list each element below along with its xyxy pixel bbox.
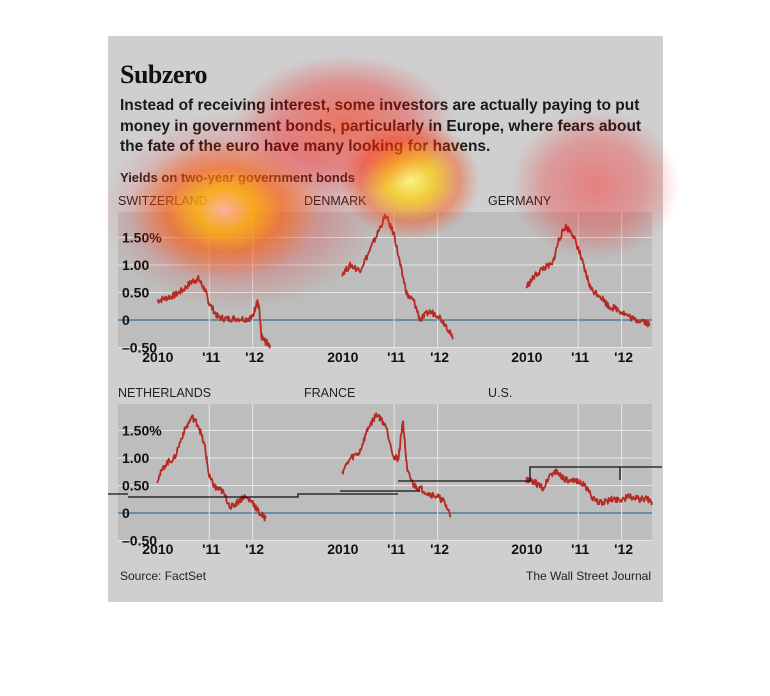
- chart-title: Subzero: [120, 60, 208, 89]
- series-title: DENMARK: [304, 194, 367, 208]
- y-tick-label: 0.50: [122, 285, 149, 301]
- x-tick-label: '11: [202, 541, 220, 557]
- y-tick-label: 0: [122, 312, 130, 328]
- x-tick-label: 2010: [511, 541, 542, 557]
- x-tick-label: '12: [614, 541, 633, 557]
- y-tick-label: 1.50%: [122, 423, 162, 439]
- x-tick-label: 2010: [142, 349, 173, 365]
- x-tick-label: '11: [571, 349, 589, 365]
- x-tick-label: '11: [387, 541, 405, 557]
- series-title: U.S.: [488, 386, 512, 400]
- series-line: [156, 274, 271, 349]
- x-tick-label: 2010: [327, 541, 358, 557]
- x-tick-label: '11: [387, 349, 405, 365]
- series-line: [525, 223, 651, 328]
- series-title: GERMANY: [488, 194, 552, 208]
- y-tick-label: 0.50: [122, 478, 149, 494]
- series-title: NETHERLANDS: [118, 386, 211, 400]
- y-tick-label: 1.00: [122, 257, 149, 273]
- y-tick-label: 1.50%: [122, 230, 162, 246]
- y-tick-label: –0.50: [122, 340, 157, 356]
- credit-note: The Wall Street Journal: [526, 569, 651, 583]
- series-line: [341, 213, 454, 340]
- x-tick-label: 2010: [511, 349, 542, 365]
- series-title: FRANCE: [304, 386, 355, 400]
- x-tick-label: 2010: [142, 541, 173, 557]
- x-tick-label: '12: [245, 349, 264, 365]
- series-title: SWITZERLAND: [118, 194, 208, 208]
- y-tick-label: 1.00: [122, 450, 149, 466]
- x-tick-label: '12: [614, 349, 633, 365]
- x-tick-label: '12: [245, 541, 264, 557]
- source-note: Source: FactSet: [120, 569, 207, 583]
- x-tick-label: '12: [430, 349, 449, 365]
- x-tick-label: '11: [571, 541, 589, 557]
- y-tick-label: 0: [122, 505, 130, 521]
- x-tick-label: '12: [430, 541, 449, 557]
- y-tick-label: –0.50: [122, 533, 157, 549]
- x-tick-label: 2010: [327, 349, 358, 365]
- x-tick-label: '11: [202, 349, 220, 365]
